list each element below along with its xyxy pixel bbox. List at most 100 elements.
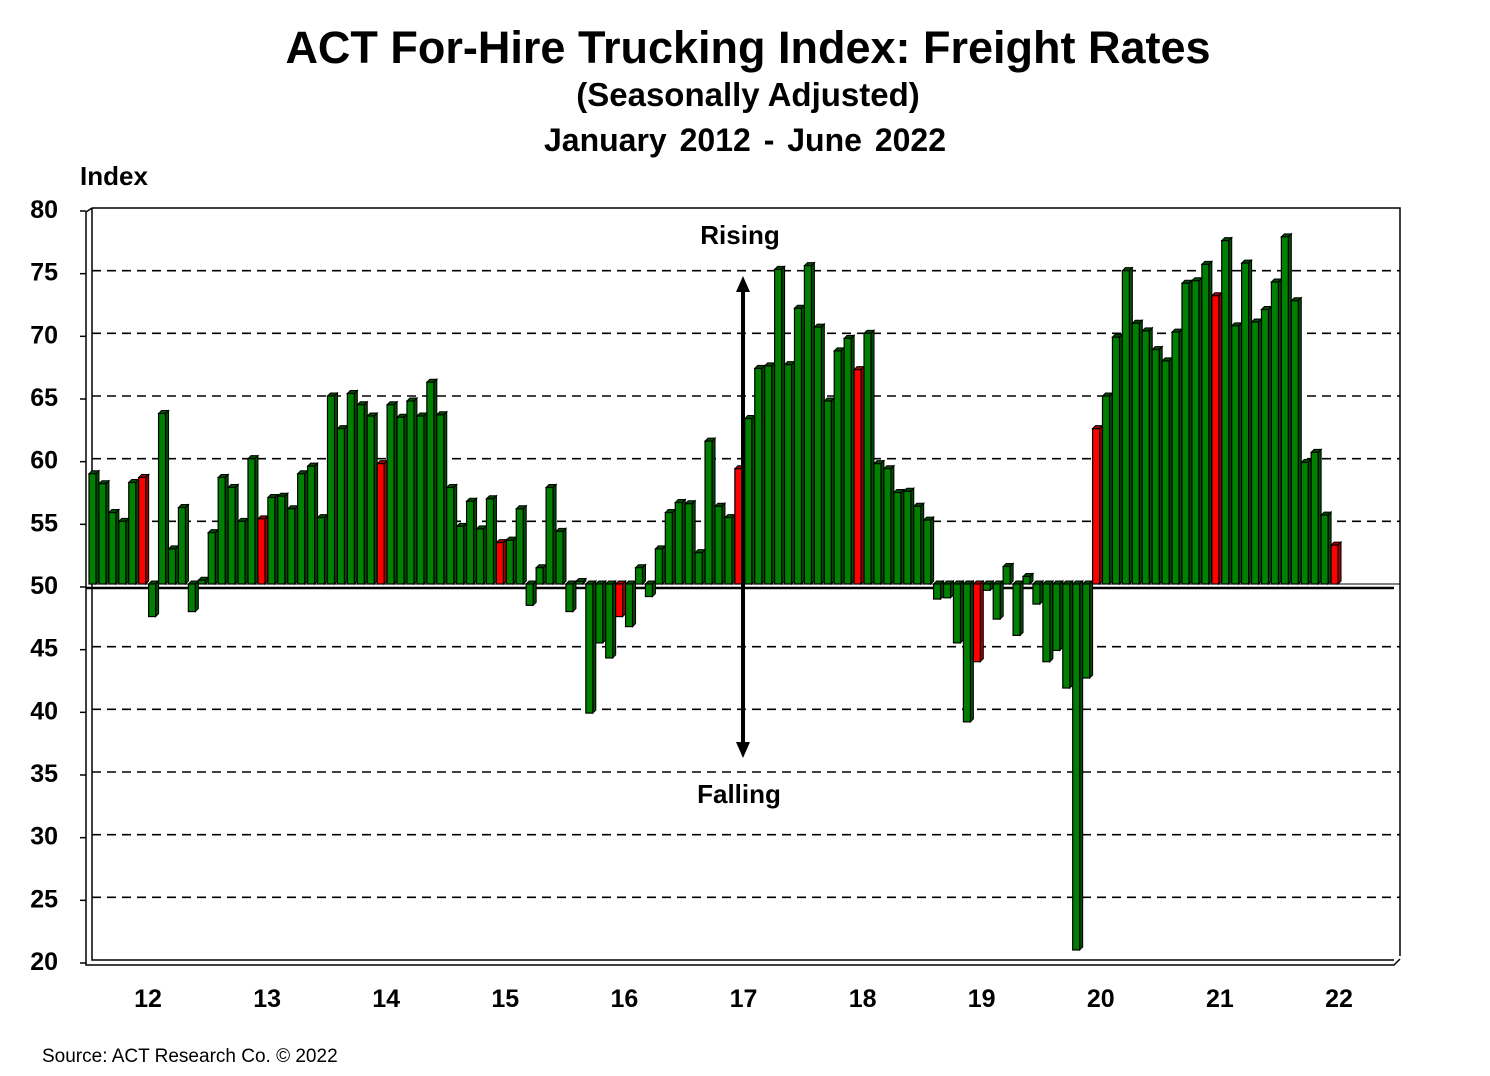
bar-2015-10	[534, 563, 548, 586]
bar	[1300, 461, 1309, 585]
bar	[734, 468, 743, 585]
bar	[793, 307, 803, 585]
bar-2012-8	[157, 409, 170, 586]
bar-2021-11	[1260, 305, 1273, 586]
bar	[1101, 395, 1111, 585]
bar-2017-8	[753, 364, 766, 586]
bar	[893, 491, 902, 585]
bar-2021-10	[1250, 317, 1263, 586]
y-tick-label: 25	[30, 885, 58, 913]
bar	[1091, 427, 1101, 585]
bar	[1062, 583, 1071, 689]
bar	[744, 417, 753, 585]
y-tick-label: 75	[30, 259, 58, 287]
bar-2019-11	[1021, 572, 1035, 586]
chart-date-range: January 2012 - June 2022	[543, 122, 946, 158]
bar-2016-9	[644, 579, 657, 598]
bar-2014-4	[356, 400, 369, 586]
y-tick-label: 65	[30, 384, 58, 412]
bar-2013-9	[286, 504, 299, 586]
bar	[505, 539, 514, 585]
bar	[1032, 583, 1041, 605]
x-tick-label: 20	[1087, 985, 1115, 1013]
bar	[972, 583, 981, 663]
bar-2020-12	[1150, 345, 1164, 586]
bar-2015-12	[554, 527, 568, 586]
y-tick-label: 20	[30, 948, 58, 976]
bar	[704, 440, 713, 585]
bar-2013-2	[216, 473, 230, 586]
bar	[157, 412, 167, 585]
y-tick-label: 45	[30, 635, 58, 663]
bar-2019-6	[972, 579, 985, 663]
bar	[843, 337, 852, 585]
bar-2022-2	[1290, 296, 1303, 586]
bar	[1231, 325, 1240, 585]
bar-2013-7	[266, 493, 280, 586]
bar	[257, 518, 266, 585]
bar-2015-6	[495, 538, 508, 586]
bar-2016-4	[594, 579, 607, 645]
bar-2016-12	[674, 498, 687, 586]
bar	[237, 520, 246, 585]
bar	[346, 392, 355, 585]
bar	[376, 463, 385, 585]
bar-2020-3	[1061, 579, 1074, 690]
bar-2013-3	[226, 483, 240, 586]
bar-2016-11	[664, 508, 677, 586]
bar-2020-8	[1111, 332, 1124, 586]
bar-2021-5	[1200, 260, 1214, 586]
bar	[167, 548, 177, 585]
bar	[565, 583, 574, 613]
bar	[267, 496, 276, 585]
bar	[1241, 262, 1250, 585]
bar	[446, 486, 455, 585]
bar-2017-3	[703, 436, 717, 586]
bar-2020-11	[1141, 326, 1154, 586]
bar-2014-6	[375, 459, 389, 586]
bar-2018-8	[872, 459, 886, 586]
bar-2020-4	[1071, 579, 1084, 952]
arrow-up-icon	[736, 276, 750, 292]
bar-2014-7	[385, 400, 399, 586]
bar	[306, 465, 316, 585]
bar	[187, 583, 196, 613]
bar	[714, 505, 723, 585]
x-tick-label: 19	[968, 985, 996, 1013]
bar	[217, 476, 226, 585]
bar	[297, 473, 306, 585]
bar	[1201, 263, 1210, 585]
bar-2021-6	[1210, 291, 1224, 586]
bar-2013-11	[306, 461, 319, 586]
bar	[277, 495, 286, 585]
bar	[495, 542, 504, 585]
bar-2013-8	[276, 492, 289, 586]
x-tick-label: 13	[253, 985, 281, 1013]
bar-2013-1	[207, 528, 220, 586]
x-tick-label: 12	[134, 985, 162, 1013]
y-tick-labels: 80 75 70 65 60 55 50 45 40 35 30 25 20	[30, 196, 58, 976]
bar	[932, 583, 942, 600]
bar-2014-3	[346, 389, 359, 586]
bar	[1042, 583, 1051, 663]
bar-2017-2	[693, 548, 707, 586]
bar-2018-6	[852, 365, 866, 586]
bar-2018-4	[833, 346, 846, 586]
bar	[396, 416, 405, 585]
bar	[634, 567, 644, 585]
bar-2015-2	[455, 522, 468, 586]
bar	[803, 265, 813, 585]
bar	[1270, 281, 1280, 585]
y-axis-label: Index	[80, 161, 148, 191]
bar	[1002, 565, 1011, 585]
bar	[316, 516, 326, 585]
bar-2012-10	[177, 503, 190, 586]
bar-2014-9	[405, 396, 419, 586]
bar-2021-7	[1220, 236, 1233, 586]
bar-2016-1	[564, 579, 578, 613]
bar-2018-12	[912, 502, 925, 586]
bar	[913, 505, 922, 585]
bar-2014-2	[336, 424, 349, 586]
bar-2017-4	[713, 502, 727, 586]
bar-2016-7	[624, 579, 637, 628]
